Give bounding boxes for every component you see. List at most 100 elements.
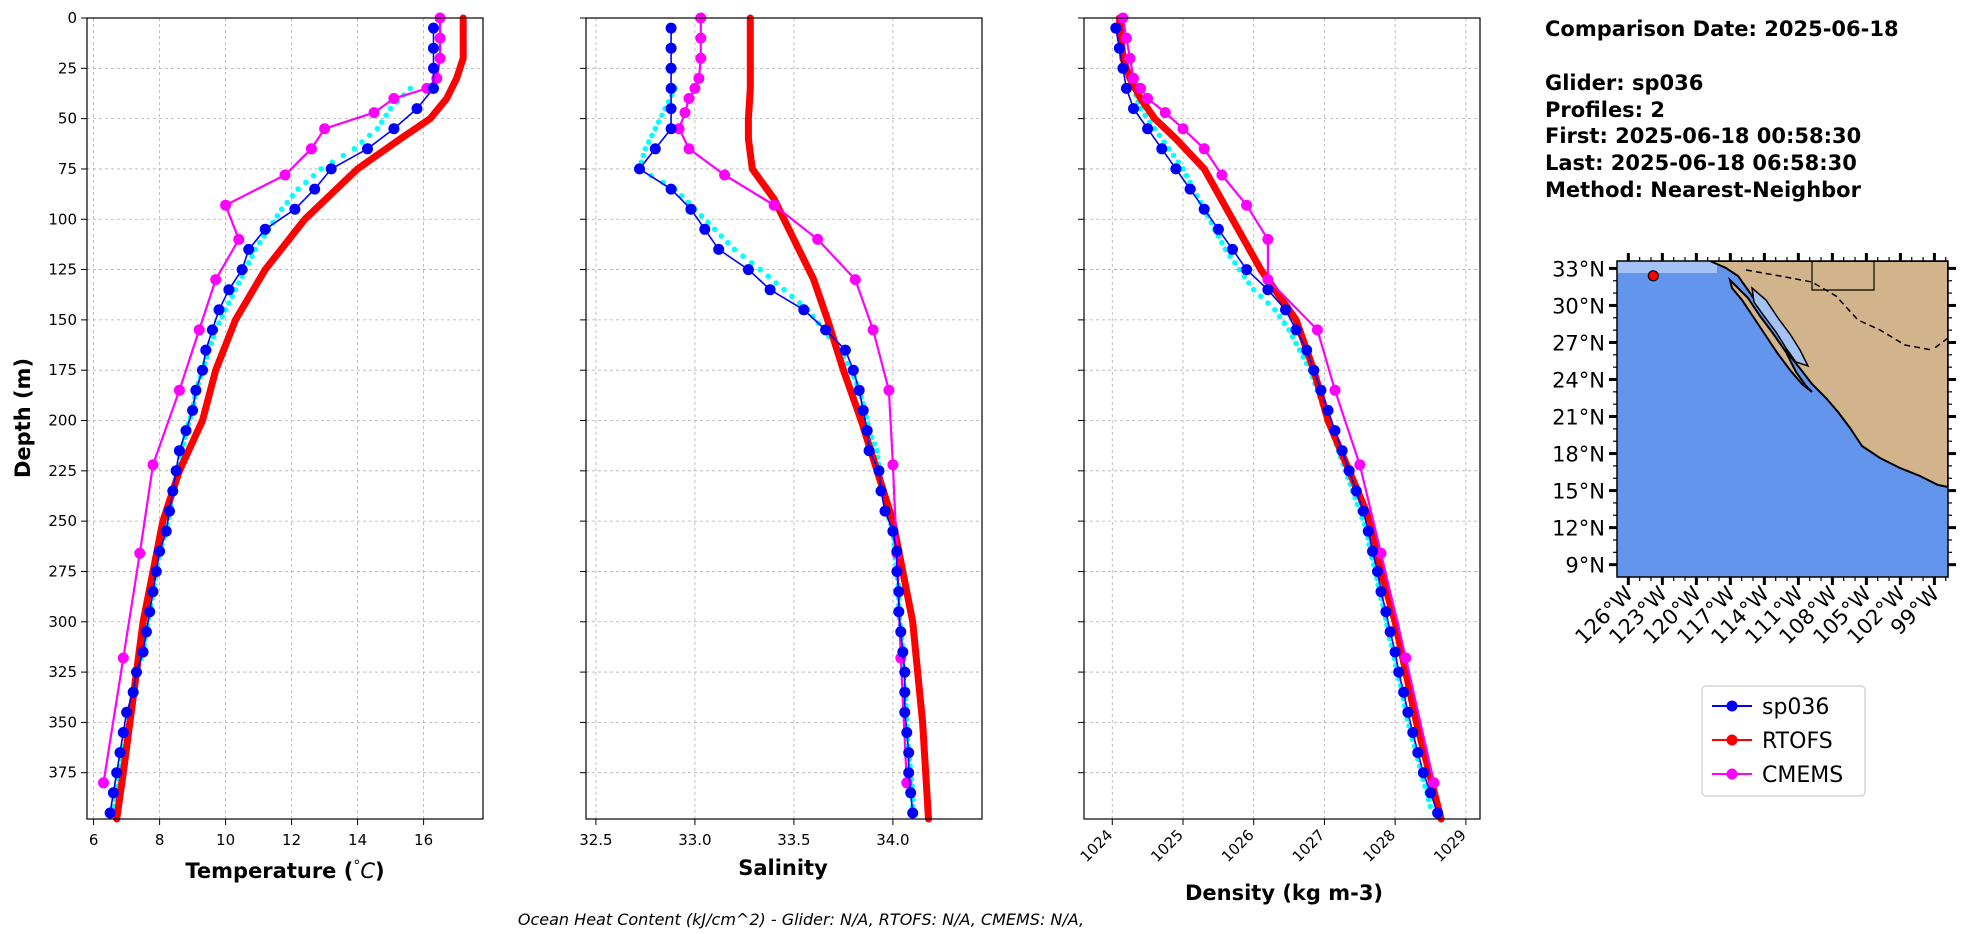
temperature-point-sp036 xyxy=(388,123,400,135)
last-profile-time: Last: 2025-06-18 06:58:30 xyxy=(1545,151,1857,175)
density-point-sp036 xyxy=(1308,364,1320,376)
temperature-point-cmems_alt xyxy=(229,293,235,300)
salinity-point-cmems_alt xyxy=(705,219,711,226)
temperature-point-cmems_alt xyxy=(289,193,296,199)
density-tick-label: 1024 xyxy=(1077,826,1117,866)
density-point-sp036 xyxy=(1336,445,1348,457)
salinity-point-cmems_alt xyxy=(659,112,665,119)
temperature-point-sp036 xyxy=(140,626,152,638)
legend-marker-glider xyxy=(1726,700,1738,712)
temperature-point-cmems xyxy=(305,143,317,155)
density-point-cmems xyxy=(1375,547,1387,559)
temperature-point-sp036 xyxy=(362,143,373,155)
salinity-line-rtofs xyxy=(744,14,932,823)
temperature-point-cmems_alt xyxy=(256,239,263,246)
density-point-sp036 xyxy=(1241,264,1253,276)
density-point-cmems xyxy=(1400,652,1412,664)
density-point-sp036 xyxy=(1142,123,1154,135)
density-point-cmems xyxy=(1198,143,1210,155)
temperature-point-cmems_alt xyxy=(359,139,365,145)
temperature-point-cmems xyxy=(117,652,129,664)
map-lat-label: 24°N xyxy=(1552,369,1605,393)
legend-entry-cmems: CMEMS xyxy=(1712,763,1843,788)
temperature-series xyxy=(98,12,467,823)
salinity-point-cmems xyxy=(689,82,701,94)
temperature-point-sp036 xyxy=(131,666,142,678)
depth-tick-label: 375 xyxy=(48,764,77,782)
density-point-sp036 xyxy=(1262,284,1274,296)
temperature-point-sp036 xyxy=(428,22,439,34)
map-lat-label: 21°N xyxy=(1552,406,1605,430)
density-point-sp036 xyxy=(1412,747,1424,759)
density-point-cmems_alt xyxy=(1137,105,1144,112)
density-axes-frame xyxy=(1083,17,1481,820)
density-y-ticks xyxy=(1078,17,1084,774)
salinity-point-cmems xyxy=(887,459,899,471)
density-series-sp036 xyxy=(1110,22,1444,819)
density-point-sp036 xyxy=(1384,626,1396,638)
temperature-point-cmems_alt xyxy=(236,280,242,286)
density-point-sp036 xyxy=(1110,22,1122,34)
temperature-point-cmems xyxy=(220,199,232,211)
temperature-point-cmems_alt xyxy=(374,125,381,132)
salinity-point-cmems xyxy=(683,93,695,104)
salinity-point-cmems xyxy=(883,384,895,396)
salinity-point-cmems xyxy=(849,274,861,286)
salinity-point-sp036 xyxy=(899,666,911,678)
density-point-cmems_alt xyxy=(1354,501,1361,508)
density-point-cmems xyxy=(1311,324,1323,336)
temperature-point-sp036 xyxy=(127,686,139,698)
density-point-cmems_alt xyxy=(1296,347,1303,353)
temperature-point-cmems_alt xyxy=(278,206,285,212)
density-line-sp036 xyxy=(1115,27,1439,814)
salinity-point-sp036 xyxy=(665,62,677,74)
density-point-sp036 xyxy=(1156,143,1168,155)
legend-entry-glider: sp036 xyxy=(1712,695,1829,720)
first-profile-time: First: 2025-06-18 00:58:30 xyxy=(1545,124,1861,148)
depth-y-label: Depth (m) xyxy=(11,358,35,478)
salinity-point-cmems_alt xyxy=(655,119,662,125)
temperature-point-cmems_alt xyxy=(226,300,232,306)
temperature-point-sp036 xyxy=(243,243,255,255)
temperature-x-label: Temperature (°C) xyxy=(185,858,384,883)
density-point-cmems xyxy=(1142,93,1154,104)
salinity-point-cmems_alt xyxy=(725,239,731,246)
temperature-point-cmems_alt xyxy=(379,119,385,125)
temperature-point-sp036 xyxy=(170,465,182,477)
temperature-x-ticks: 6 8 10 12 14 16 xyxy=(89,819,433,849)
salinity-point-cmems_alt xyxy=(652,125,659,132)
interpolation-method: Method: Nearest-Neighbor xyxy=(1545,178,1862,202)
salinity-point-cmems_alt xyxy=(765,273,771,280)
salinity-point-cmems_alt xyxy=(748,260,755,266)
density-point-sp036 xyxy=(1301,344,1313,356)
salinity-tick-label: 32.5 xyxy=(579,831,612,849)
salinity-point-cmems xyxy=(673,123,685,135)
density-point-sp036 xyxy=(1212,223,1224,235)
salinity-x-ticks: 32.5 33.0 33.5 34.0 xyxy=(579,819,910,849)
legend-label-glider: sp036 xyxy=(1762,695,1829,720)
temperature-point-cmems xyxy=(388,93,400,104)
salinity-series-cmems_alt xyxy=(636,85,916,810)
density-point-cmems xyxy=(1124,52,1136,64)
density-point-sp036 xyxy=(1198,203,1210,215)
density-point-cmems_alt xyxy=(1265,300,1271,306)
salinity-point-sp036 xyxy=(764,284,776,296)
density-point-sp036 xyxy=(1329,425,1341,437)
temperature-panel: 6 8 10 12 14 16 0 25 50 75 100 125 150 175 200 225 250 2… xyxy=(11,9,484,883)
temperature-point-sp036 xyxy=(154,545,166,557)
density-point-cmems_alt xyxy=(1222,246,1229,253)
temperature-point-sp036 xyxy=(150,566,162,577)
temperature-series-rtofs xyxy=(113,14,467,823)
salinity-point-sp036 xyxy=(665,22,677,34)
temperature-point-cmems xyxy=(434,32,446,44)
temperature-point-cmems_alt xyxy=(340,152,347,159)
density-point-cmems xyxy=(1177,123,1189,135)
density-point-sp036 xyxy=(1425,787,1436,799)
density-point-cmems_alt xyxy=(1232,260,1238,266)
temperature-series-cmems_alt xyxy=(111,85,414,810)
salinity-point-sp036 xyxy=(665,42,677,54)
map-border-north xyxy=(1811,261,1875,291)
density-point-sp036 xyxy=(1372,566,1383,577)
temperature-point-cmems_alt xyxy=(366,132,373,139)
density-line-rtofs xyxy=(1115,14,1445,823)
